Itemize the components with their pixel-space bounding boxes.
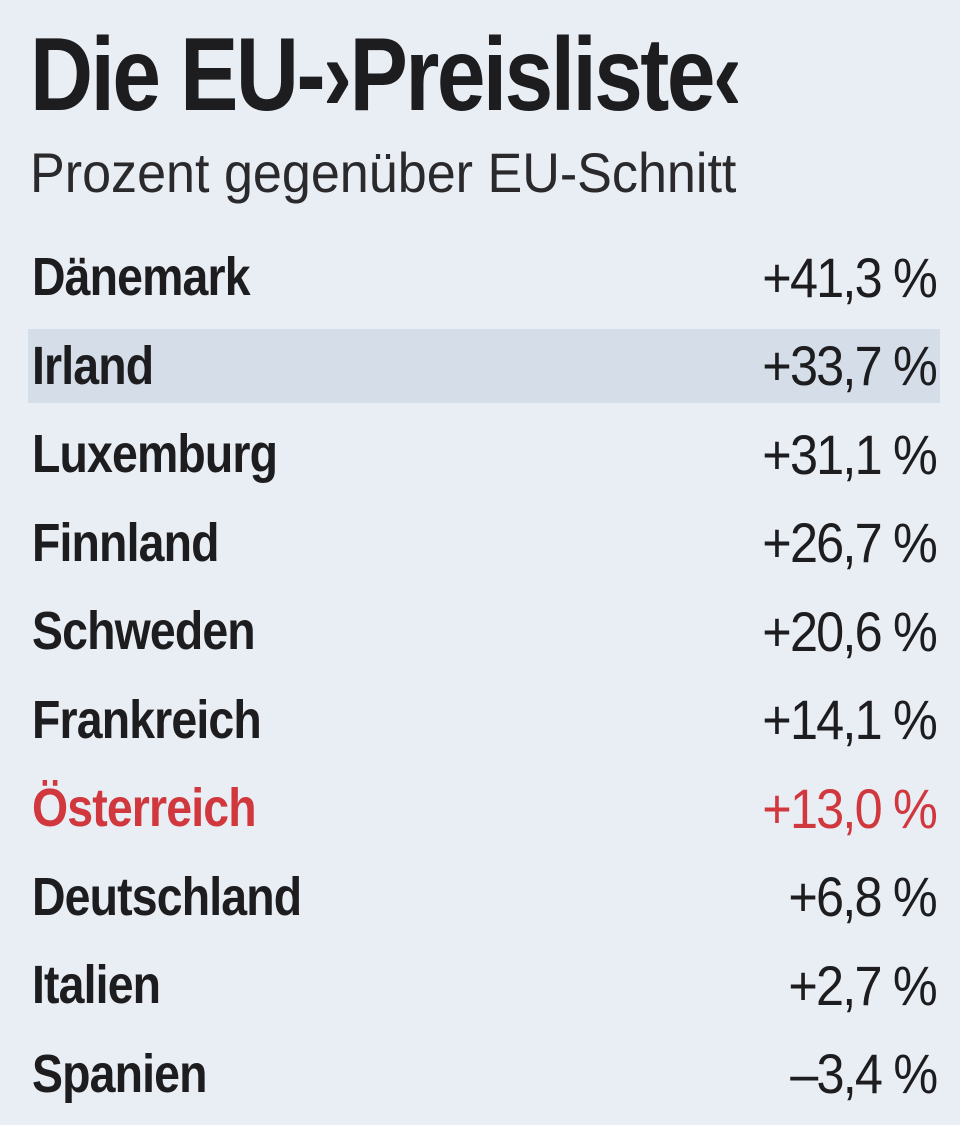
country-name: Deutschland [32, 866, 302, 927]
table-row: Irland +33,7 % [28, 328, 940, 403]
table-row: Deutschland +6,8 % [28, 860, 940, 934]
price-difference: +2,7 % [788, 953, 937, 1017]
table-row: Spanien –3,4 % [28, 1037, 940, 1111]
title: Die EU-›Preisliste‹ [30, 17, 742, 133]
price-difference: +41,3 % [762, 245, 938, 309]
table-row: Finnland +26,7 % [28, 506, 940, 580]
country-name: Schweden [32, 601, 256, 661]
country-name: Luxemburg [32, 424, 278, 484]
price-difference: +20,6 % [762, 599, 938, 663]
price-difference: +6,8 % [788, 865, 937, 928]
country-name: Frankreich [32, 689, 262, 750]
table-row: Österreich +13,0 % [28, 771, 940, 845]
country-name: Spanien [32, 1043, 207, 1104]
country-name: Irland [32, 335, 154, 396]
table: Dänemark +41,3 % Irland +33,7 % Luxemburg +31… [28, 240, 940, 1125]
country-name: Finnland [32, 512, 219, 573]
table-row: Luxemburg +31,1 % [28, 417, 940, 491]
price-difference: +33,7 % [762, 334, 938, 397]
country-name: Italien [32, 955, 161, 1015]
country-name: Dänemark [32, 247, 251, 307]
table-row: Schweden +20,6 % [28, 594, 940, 668]
table-row: Italien +2,7 % [28, 948, 940, 1022]
table-row: Dänemark +41,3 % [28, 240, 940, 314]
price-difference: +13,0 % [762, 776, 938, 840]
table-row: Frankreich +14,1 % [28, 683, 940, 757]
country-name: Österreich [32, 778, 257, 838]
price-difference: +14,1 % [762, 688, 938, 751]
subtitle: Prozent gegenüber EU-Schnitt [30, 141, 737, 204]
price-difference: +26,7 % [762, 511, 938, 574]
price-difference: +31,1 % [762, 422, 938, 486]
price-difference: –3,4 % [789, 1042, 938, 1105]
